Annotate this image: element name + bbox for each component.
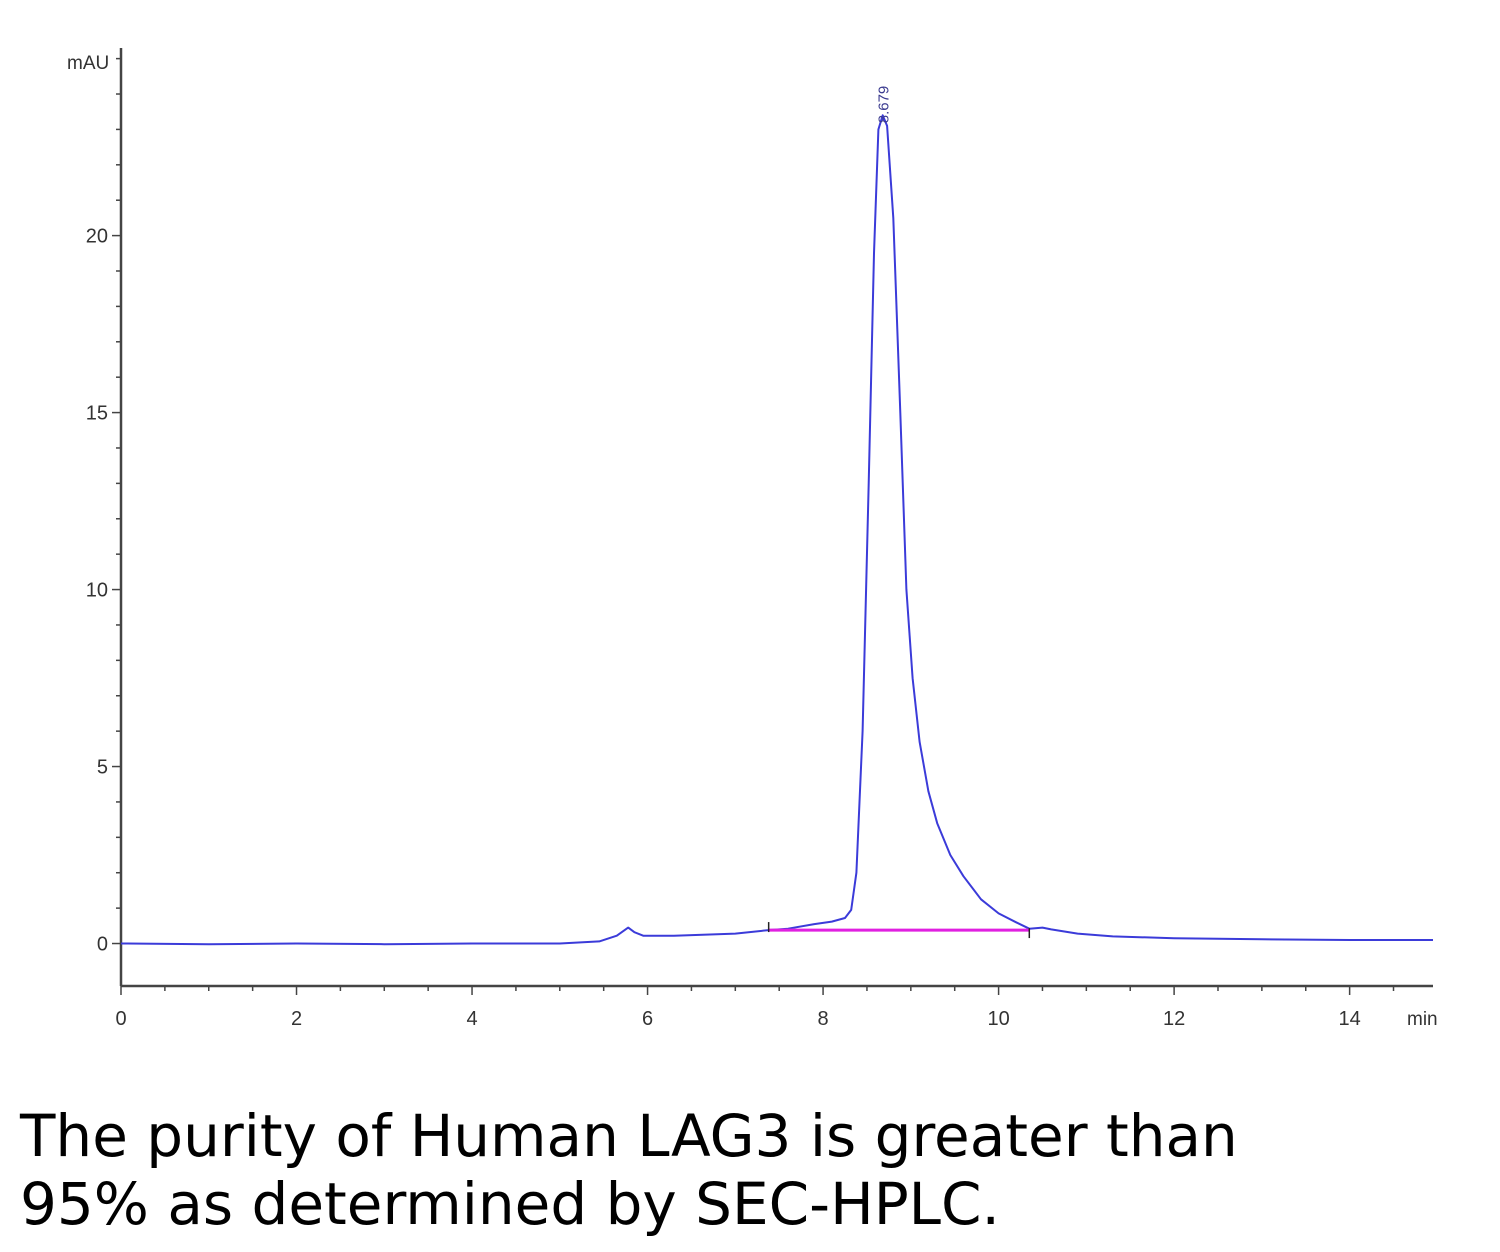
peak-retention-label: 8.679 bbox=[876, 86, 893, 124]
x-tick-label: 12 bbox=[1163, 1008, 1185, 1030]
y-tick-label: 0 bbox=[97, 934, 108, 956]
chromatogram-chart: 0 5 10 15 20 mAU 0 2 4 6 8 10 12 14 min 8.679 bbox=[67, 48, 1438, 1030]
x-tick-label: 10 bbox=[987, 1008, 1009, 1030]
y-tick-label: 20 bbox=[86, 226, 108, 248]
x-tick-label: 8 bbox=[818, 1008, 829, 1030]
caption-line-2: 95% as determined by SEC-HPLC. bbox=[20, 1170, 1000, 1238]
x-tick-label: 0 bbox=[115, 1008, 126, 1030]
x-ticks: 0 2 4 6 8 10 12 14 bbox=[115, 986, 1395, 1030]
plot-area: 8.679 bbox=[120, 86, 1433, 946]
y-tick-label: 5 bbox=[97, 757, 108, 779]
y-axis: 0 5 10 15 20 mAU bbox=[67, 48, 123, 986]
x-tick-label: 4 bbox=[466, 1008, 477, 1030]
x-tick-label: 6 bbox=[642, 1008, 653, 1030]
x-axis: 0 2 4 6 8 10 12 14 min bbox=[115, 984, 1438, 1030]
x-tick-label: 2 bbox=[291, 1008, 302, 1030]
y-tick-label: 10 bbox=[86, 580, 108, 602]
x-tick-label: 14 bbox=[1339, 1008, 1361, 1030]
x-unit-label: min bbox=[1407, 1009, 1438, 1030]
y-ticks: 0 5 10 15 20 bbox=[86, 57, 121, 956]
y-unit-label: mAU bbox=[67, 53, 109, 74]
caption: The purity of Human LAG3 is greater than… bbox=[20, 1102, 1470, 1238]
y-tick-label: 15 bbox=[86, 403, 108, 425]
chromatogram-trace bbox=[120, 114, 1433, 946]
caption-line-1: The purity of Human LAG3 is greater than bbox=[20, 1102, 1238, 1170]
